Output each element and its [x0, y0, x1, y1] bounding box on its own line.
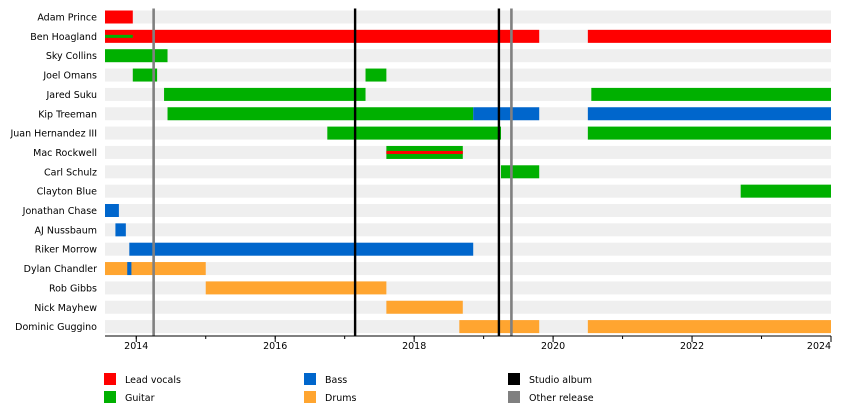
x-tick-label-2018: 2018: [402, 341, 426, 352]
bar-jared-suku-guitar-0: [164, 87, 366, 101]
x-axis: 2014 2016 2018 2020 2022 2024: [105, 335, 832, 352]
bar-rob-gibbs-drums-0: [205, 281, 387, 295]
legend-label-studio-album: Studio album: [529, 375, 592, 386]
row-band-mac-rockwell: [105, 145, 831, 159]
legend-swatch-guitar: [104, 391, 116, 403]
x-tick-label-2022: 2022: [680, 341, 704, 352]
bar-juan-hernandez-iii-guitar-0: [327, 126, 501, 140]
member-label-clayton-blue: Clayton Blue: [37, 187, 97, 198]
bar-kip-treeman-bass-2: [587, 107, 831, 121]
bar-joel-omans-guitar-0: [132, 68, 158, 82]
member-label-joel-omans: Joel Omans: [42, 71, 97, 82]
member-label-sky-collins: Sky Collins: [46, 51, 97, 62]
member-label-mac-rockwell: Mac Rockwell: [33, 148, 97, 159]
member-bars: [105, 10, 831, 334]
bar-dylan-chandler-bass-1: [127, 262, 132, 276]
bar-ben-hoagland-lead-vocals-2: [587, 29, 831, 43]
bar-nick-mayhew-drums-0: [386, 300, 463, 314]
bar-ben-hoagland-guitar-1: [105, 34, 133, 38]
x-tick-label-2024: 2024: [807, 341, 831, 352]
row-band-clayton-blue: [105, 184, 831, 198]
legend-label-bass: Bass: [325, 375, 347, 386]
legend-swatch-studio-album: [508, 373, 520, 385]
x-tick-label-2016: 2016: [263, 341, 287, 352]
member-label-aj-nussbaum: AJ Nussbaum: [35, 225, 97, 236]
bar-clayton-blue-guitar-0: [740, 184, 831, 198]
bar-dylan-chandler-drums-0: [105, 262, 206, 276]
member-label-dominic-guggino: Dominic Guggino: [15, 322, 97, 333]
bar-mac-rockwell-lead-vocals-1: [386, 150, 463, 154]
legend-swatch-drums: [304, 391, 316, 403]
member-labels: Adam Prince Ben Hoagland Sky Collins Joel O…: [9, 13, 97, 334]
row-band-aj-nussbaum: [105, 223, 831, 237]
legend: Lead vocals Guitar Bass Drums Studio album Ot…: [104, 373, 594, 404]
bar-jonathan-chase-bass-0: [105, 204, 119, 217]
bar-kip-treeman-bass-1: [473, 107, 540, 121]
bar-carl-schulz-guitar-0: [501, 165, 540, 179]
bar-ben-hoagland-lead-vocals-0: [105, 29, 540, 43]
bar-juan-hernandez-iii-guitar-1: [587, 126, 831, 140]
legend-label-other-release: Other release: [529, 393, 594, 404]
bar-aj-nussbaum-bass-0: [115, 223, 126, 237]
release-lines: [152, 8, 513, 336]
legend-swatch-bass: [304, 373, 316, 385]
bar-joel-omans-guitar-1: [365, 68, 387, 82]
row-band-adam-prince: [105, 10, 831, 24]
bar-kip-treeman-guitar-0: [167, 107, 474, 121]
row-band-joel-omans: [105, 68, 831, 82]
row-band-sky-collins: [105, 49, 831, 63]
member-label-carl-schulz: Carl Schulz: [44, 167, 97, 178]
row-band-dylan-chandler: [105, 262, 831, 276]
bar-dominic-guggino-drums-1: [587, 320, 831, 334]
legend-label-drums: Drums: [325, 393, 356, 404]
legend-label-guitar: Guitar: [125, 393, 155, 404]
member-label-riker-morrow: Riker Morrow: [35, 245, 97, 256]
bar-adam-prince-lead-vocals-0: [105, 10, 133, 24]
row-band-jonathan-chase: [105, 204, 831, 217]
member-label-nick-mayhew: Nick Mayhew: [34, 303, 97, 314]
member-label-jonathan-chase: Jonathan Chase: [22, 206, 97, 217]
bar-sky-collins-guitar-0: [105, 49, 168, 63]
row-band-carl-schulz: [105, 165, 831, 179]
row-band-nick-mayhew: [105, 300, 831, 314]
bar-riker-morrow-bass-0: [129, 242, 474, 256]
legend-label-lead-vocals: Lead vocals: [125, 375, 181, 386]
member-label-adam-prince: Adam Prince: [37, 13, 97, 24]
member-label-ben-hoagland: Ben Hoagland: [30, 32, 97, 43]
legend-swatch-other-release: [508, 391, 520, 403]
x-tick-label-2014: 2014: [124, 341, 148, 352]
member-label-rob-gibbs: Rob Gibbs: [49, 283, 97, 294]
member-label-kip-treeman: Kip Treeman: [38, 109, 97, 120]
legend-swatch-lead-vocals: [104, 373, 116, 385]
member-label-juan-hernandez-iii: Juan Hernandez III: [9, 129, 97, 140]
bar-jared-suku-guitar-1: [591, 87, 831, 101]
member-label-dylan-chandler: Dylan Chandler: [24, 264, 97, 275]
x-tick-label-2020: 2020: [541, 341, 565, 352]
member-label-jared-suku: Jared Suku: [46, 90, 98, 101]
